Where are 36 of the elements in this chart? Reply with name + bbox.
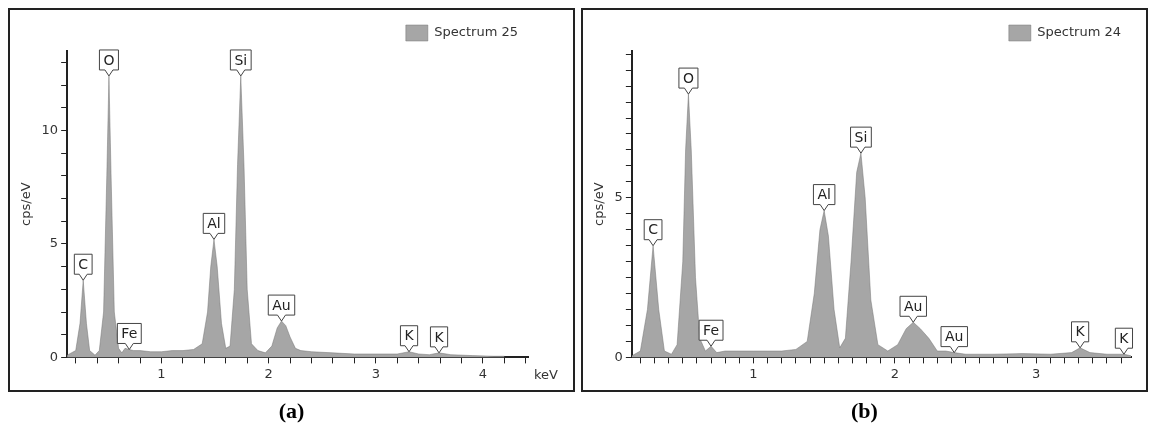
- y-tick-label: 10: [41, 121, 59, 137]
- x-tick-label: 1: [749, 365, 758, 381]
- legend-label: Spectrum 25: [434, 24, 518, 40]
- x-tick-label: 3: [1032, 365, 1041, 381]
- x-tick-label: 4: [478, 365, 488, 381]
- x-axis-title: keV: [534, 367, 559, 383]
- annotation: Al: [817, 186, 831, 203]
- annotation: Au: [945, 328, 964, 345]
- x-tick-label: 1: [157, 365, 166, 381]
- annotation: K: [434, 328, 445, 345]
- annotation: K: [404, 327, 415, 344]
- x-tick-label: 2: [264, 365, 273, 381]
- text: (b): [850, 398, 879, 424]
- y-tick-label: 5: [49, 235, 59, 251]
- legend-label: Spectrum 24: [1037, 24, 1121, 40]
- annotation: Au: [272, 296, 291, 313]
- x-tick-label: 3: [371, 365, 380, 381]
- annotation: O: [682, 69, 694, 86]
- annotation: C: [78, 255, 89, 272]
- annotation: Fe: [703, 321, 720, 338]
- y-tick-label: 0: [614, 348, 623, 364]
- x-tick-label: 2: [890, 365, 900, 381]
- y-tick-label: 5: [614, 189, 623, 205]
- annotation: K: [1075, 323, 1086, 340]
- annotation: K: [1119, 329, 1130, 346]
- annotation: Al: [207, 215, 221, 232]
- y-axis-title: cps/eV: [18, 182, 34, 226]
- annotation: Fe: [121, 325, 138, 342]
- annotation: C: [648, 221, 659, 238]
- annotation: Au: [904, 297, 923, 314]
- y-axis-title: cps/eV: [591, 182, 607, 226]
- annotation: O: [103, 51, 115, 68]
- annotation: Si: [234, 51, 248, 68]
- annotation: Si: [854, 128, 868, 145]
- text: (a): [277, 398, 306, 424]
- y-tick-label: 0: [49, 348, 59, 364]
